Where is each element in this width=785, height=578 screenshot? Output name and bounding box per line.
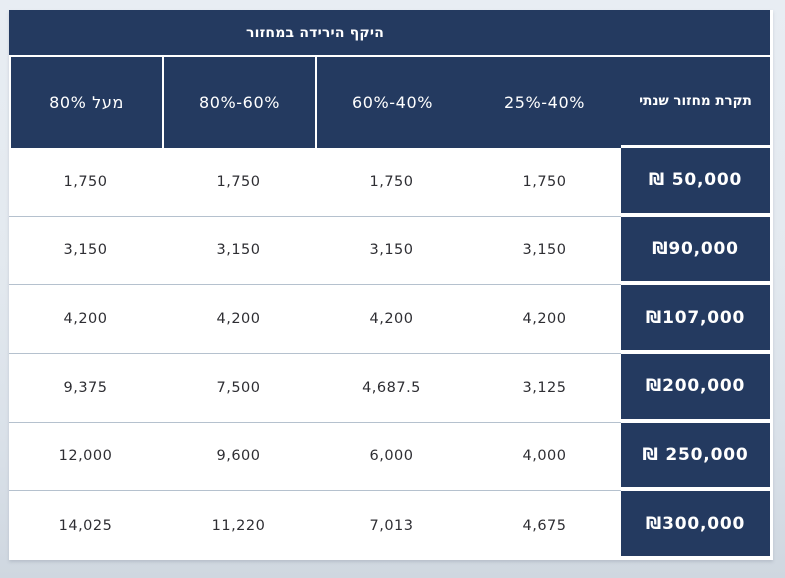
value-cell: 9,600 (162, 422, 315, 492)
value-cell: 9,375 (9, 353, 162, 423)
row-header-annual-turnover-ceiling: תקרת מחזור שנתי (621, 57, 773, 148)
row-label-200000: ₪200,000 (621, 353, 773, 423)
turnover-decline-grant-table: היקף הירידה במחזור תקרת מחזור שנתי 25%-4… (9, 10, 773, 560)
value-cell: 7,500 (162, 353, 315, 423)
corner-empty-cell (621, 10, 773, 57)
value-cell: 4,200 (315, 285, 468, 354)
row-label-90000: ₪90,000 (621, 216, 773, 286)
value-cell: 4,000 (468, 422, 621, 492)
row-label-107000: ₪107,000 (621, 285, 773, 354)
column-header-above-80: מעל 80% (9, 57, 162, 148)
column-header-25-40: 25%-40% (468, 57, 621, 148)
merged-header-decline-scope: היקף הירידה במחזור (9, 10, 621, 57)
value-cell: 1,750 (9, 148, 162, 217)
value-cell: 3,150 (162, 216, 315, 286)
value-cell: 12,000 (9, 422, 162, 492)
value-cell: 3,150 (315, 216, 468, 286)
value-cell: 11,220 (162, 491, 315, 560)
row-label-50000: ₪ 50,000 (621, 148, 773, 217)
value-cell: 3,150 (468, 216, 621, 286)
value-cell: 1,750 (162, 148, 315, 217)
row-label-250000: ₪ 250,000 (621, 422, 773, 492)
value-cell: 4,200 (468, 285, 621, 354)
value-cell: 6,000 (315, 422, 468, 492)
row-label-300000: ₪300,000 (621, 491, 773, 560)
value-cell: 4,200 (162, 285, 315, 354)
column-header-60-40: 60%-40% (315, 57, 468, 148)
value-cell: 3,125 (468, 353, 621, 423)
value-cell: 4,675 (468, 491, 621, 560)
value-cell: 14,025 (9, 491, 162, 560)
value-cell: 1,750 (468, 148, 621, 217)
value-cell: 1,750 (315, 148, 468, 217)
column-header-80-60: 80%-60% (162, 57, 315, 148)
value-cell: 4,200 (9, 285, 162, 354)
value-cell: 3,150 (9, 216, 162, 286)
value-cell: 7,013 (315, 491, 468, 560)
value-cell: 4,687.5 (315, 353, 468, 423)
